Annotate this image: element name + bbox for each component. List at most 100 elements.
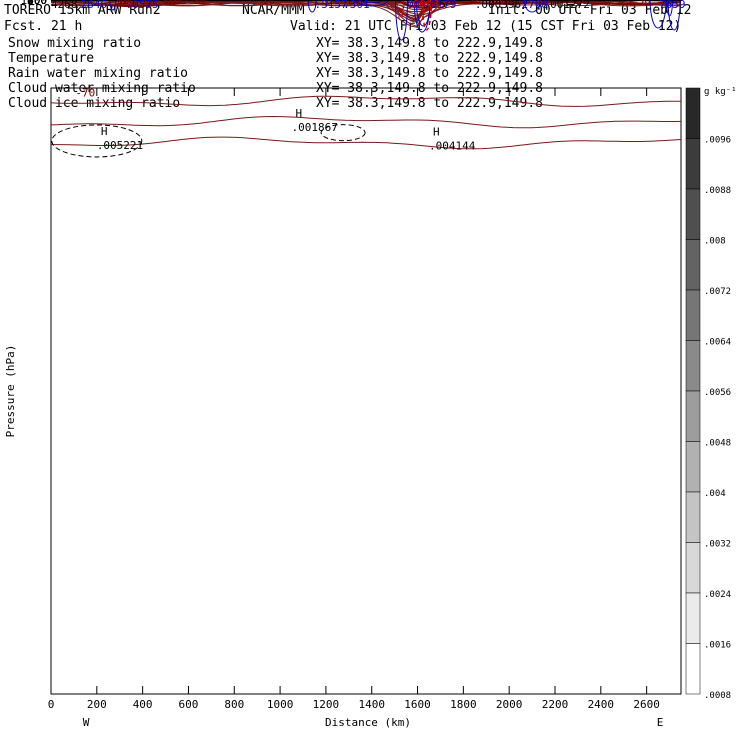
isotherm-label: 0 xyxy=(489,0,496,7)
max-value-label: .0575 xyxy=(125,0,158,11)
x-tick-label: 0 xyxy=(48,698,55,711)
cloud-water-contour xyxy=(395,0,409,41)
colorbar-label: .0072 xyxy=(704,287,731,297)
isotherm-label: 0 xyxy=(116,0,123,7)
temperature-isotherm xyxy=(50,0,635,15)
isotherm-label: -10 xyxy=(482,0,502,7)
max-value-label: .001272 xyxy=(544,0,590,11)
isotherm-label: -20 xyxy=(116,0,136,7)
temperature-isotherm xyxy=(51,136,682,150)
x-tick-label: 2400 xyxy=(588,698,615,711)
colorbar-unit: g kg⁻¹ xyxy=(704,87,737,97)
isotherm-label: -10 xyxy=(156,0,176,7)
isotherm-label: 0 xyxy=(472,0,479,7)
isotherm-label: -40 xyxy=(184,0,204,7)
max-value-label: .0294 xyxy=(406,0,439,11)
isotherm-label: -10 xyxy=(110,0,130,7)
max-value-label: .0048 xyxy=(406,0,439,11)
colorbar: .0096 .0088 .008 .0072 .0064 .0056 .0048 .004 .0… xyxy=(685,87,731,701)
colorbar-swatch xyxy=(685,289,701,341)
west-endpoint: W xyxy=(83,716,90,729)
temperature-isotherm xyxy=(163,0,440,22)
valid-time: Valid: 21 UTC Fri 03 Feb 12 (15 CST Fri … xyxy=(290,19,681,34)
max-value-label: .00895 xyxy=(406,0,446,11)
x-tick-label: 1600 xyxy=(404,698,431,711)
x-tick-label: 1000 xyxy=(267,698,294,711)
isotherm-label: 20 xyxy=(193,0,206,7)
x-tick-label: 1200 xyxy=(313,698,340,711)
isotherm-label: -30 xyxy=(494,0,514,7)
y-tick-label: 200 xyxy=(27,0,47,7)
colorbar-swatch xyxy=(685,390,701,442)
colorbar-label: .008 xyxy=(704,237,726,247)
temperature-labels: -70-40 -40-30 -30 -30 -30-20 -20 -20 -20-10 -10-… xyxy=(75,0,650,99)
y-tick-label: 800 xyxy=(27,0,47,7)
isotherm-label: -30 xyxy=(631,0,651,7)
isotherm-label: -40 xyxy=(156,0,176,7)
field-xy-temperature: XY= 38.3,149.8 to 222.9,149.8 xyxy=(316,51,543,66)
colorbar-label: .0032 xyxy=(704,540,731,550)
temperature-isotherm xyxy=(50,115,682,129)
colorbar-label: .0008 xyxy=(704,691,731,701)
y-tick-label: 900 xyxy=(27,0,47,7)
y-tick-label: 1000 xyxy=(21,0,48,7)
max-marker-h: H xyxy=(433,126,440,139)
temperature-isotherm xyxy=(50,95,681,107)
field-name-rain: Rain water mixing ratio xyxy=(8,66,188,81)
cloud-water-contour xyxy=(413,0,431,33)
isotherm-label: 10 xyxy=(262,0,275,7)
x-tick-label: 2200 xyxy=(542,698,569,711)
cloud-water-contour xyxy=(649,0,667,29)
colorbar-label: .0096 xyxy=(704,136,731,146)
cloud-water-contour xyxy=(361,0,383,4)
field-name-snow: Snow mixing ratio xyxy=(8,36,141,51)
isotherm-label: 10 xyxy=(468,0,481,7)
cloud-water-contour xyxy=(109,0,117,11)
max-marker-h: H xyxy=(101,125,108,138)
isotherm-label: 0 xyxy=(174,0,181,7)
y-tick-label: 600 xyxy=(27,0,47,7)
rain-contour xyxy=(422,0,432,31)
max-value-label: .005221 xyxy=(97,139,143,152)
colorbar-swatch xyxy=(685,592,701,644)
isotherm-label: 20 xyxy=(142,0,155,7)
field-xy-rain: XY= 38.3,149.8 to 222.9,149.8 xyxy=(316,66,543,81)
isotherm-label: -30 xyxy=(133,0,153,7)
max-marker-h: H xyxy=(296,107,303,120)
cloud-ice-contour xyxy=(51,124,143,158)
cloud-water-contour xyxy=(307,0,317,13)
max-value-label: .2708 xyxy=(515,0,548,11)
x-tick-label: 800 xyxy=(224,698,244,711)
temperature-isotherm xyxy=(50,0,682,9)
east-endpoint: E xyxy=(657,716,664,729)
temperature-isotherm xyxy=(50,0,445,23)
org-label: NCAR/MMM xyxy=(242,3,305,18)
max-value-label: .7659 xyxy=(652,0,685,11)
isotherm-label: -30 xyxy=(167,0,187,7)
max-value-label: .2646 xyxy=(74,0,107,11)
field-name-temperature: Temperature xyxy=(8,51,94,66)
colorbar-swatch xyxy=(685,491,701,543)
isotherm-label: -20 xyxy=(161,0,181,7)
plot-frame xyxy=(50,87,682,695)
cloud-water-contour xyxy=(355,0,389,7)
x-tick-label: 400 xyxy=(133,698,153,711)
colorbar-label: .0016 xyxy=(704,641,731,651)
max-value-label: .0179 xyxy=(423,0,456,11)
cloud-water-contour xyxy=(666,0,674,17)
cloud-ice-contour xyxy=(320,124,366,142)
colorbar-swatch xyxy=(685,239,701,291)
colorbar-swatch xyxy=(685,643,701,695)
x-axis-label: Distance (km) xyxy=(325,716,411,729)
temperature-isotherm xyxy=(50,0,578,17)
max-value-label: .001 xyxy=(400,0,427,11)
temperature-isotherm xyxy=(50,0,443,21)
max-value-label: .001867 xyxy=(292,121,338,134)
x-tick-label: 200 xyxy=(87,698,107,711)
max-value-label: .004144 xyxy=(429,140,476,153)
x-tick-label: 1800 xyxy=(450,698,477,711)
cloud-water-contour xyxy=(667,0,681,31)
max-value-label: .3157 xyxy=(314,0,347,11)
field-legend: Snow mixing ratio XY= 38.3,149.8 to 222.… xyxy=(8,36,543,111)
